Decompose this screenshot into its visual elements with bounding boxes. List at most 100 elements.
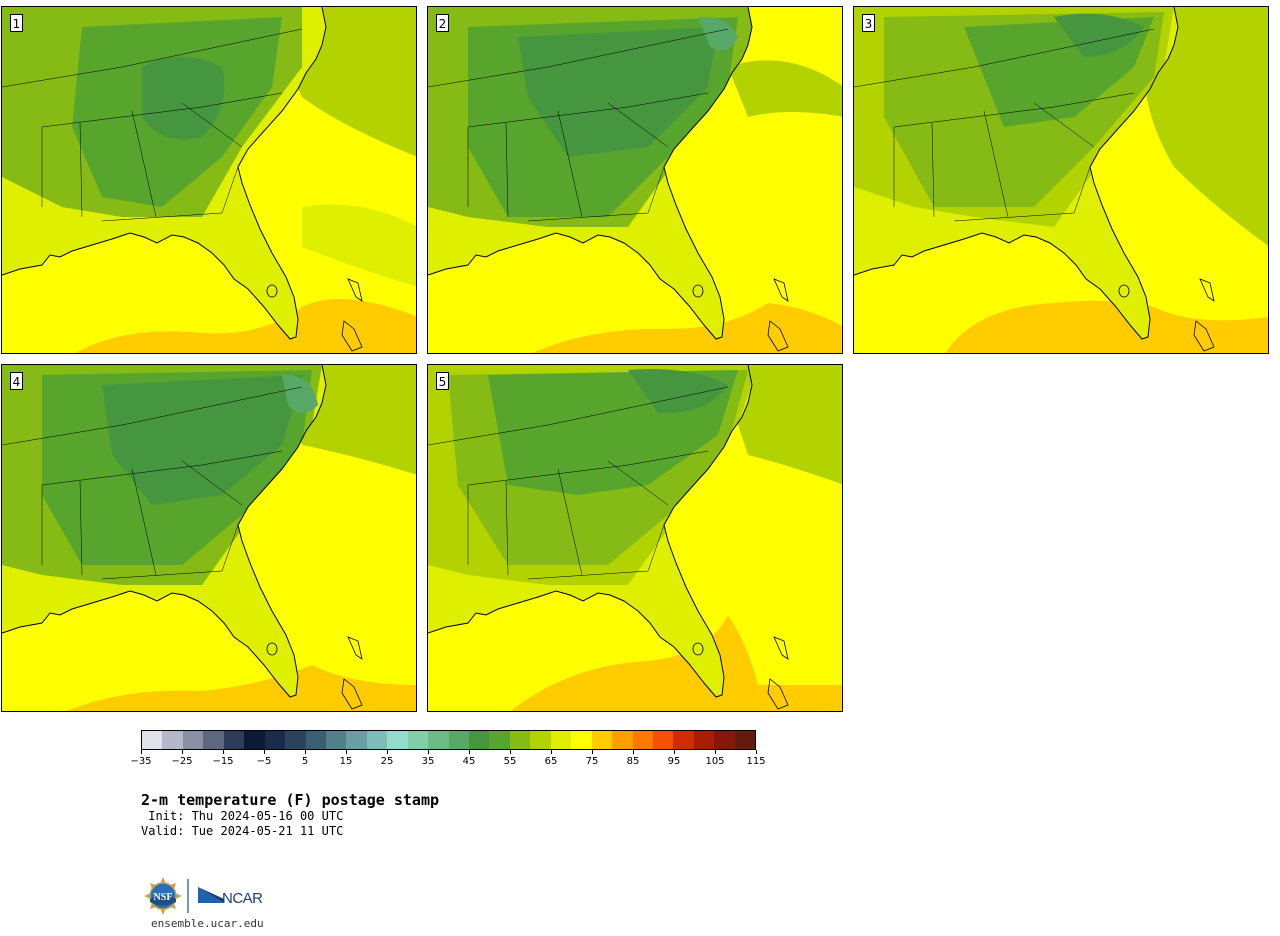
colorbar-tick (428, 750, 429, 754)
state-border (854, 28, 1155, 88)
island (1199, 278, 1215, 302)
colorbar-tick-label: 15 (339, 756, 353, 767)
land-temp-band (518, 27, 718, 157)
panel-number: 2 (436, 14, 449, 32)
colorbar-tick (387, 750, 388, 754)
temperature-map (428, 7, 842, 353)
state-border (467, 92, 709, 128)
coastline (2, 7, 327, 340)
temperature-map (854, 7, 1268, 353)
ocean-temp-band (532, 303, 842, 353)
map-panel-5: 5 (427, 364, 843, 712)
colorbar-tick (346, 750, 347, 754)
land-temperature (854, 7, 1178, 339)
panel-number: 5 (436, 372, 449, 390)
colorbar-swatch (203, 731, 224, 749)
island (347, 278, 363, 302)
colorbar-tick (674, 750, 675, 754)
colorbar-tick-label: −25 (171, 756, 193, 767)
island (767, 678, 789, 710)
state-border (505, 122, 509, 218)
ocean-temp-band (945, 300, 1268, 353)
state-border (953, 166, 1091, 222)
lake (266, 284, 278, 298)
lake (266, 642, 278, 656)
island (773, 278, 789, 302)
colorbar-tick-label: 45 (462, 756, 476, 767)
colorbar-tick (510, 750, 511, 754)
map-panel-3: 3 (853, 6, 1269, 354)
colorbar-swatch (264, 731, 286, 749)
island (341, 678, 363, 710)
colorbar-swatch (591, 731, 613, 749)
map-panel-2: 2 (427, 6, 843, 354)
colorbar-tick-label: −5 (256, 756, 272, 767)
colorbar-tick (141, 750, 142, 754)
state-border (607, 102, 669, 148)
island (341, 320, 363, 352)
colorbar-tick (305, 750, 306, 754)
panel-number: 1 (10, 14, 23, 32)
state-border (607, 460, 669, 506)
colorbar-swatch (612, 731, 633, 749)
state-border (893, 92, 1135, 128)
state-border (181, 460, 243, 506)
colorbar-swatch (407, 731, 429, 749)
land-temperature (428, 365, 752, 697)
coastline (428, 7, 753, 340)
lake (692, 642, 704, 656)
temperature-map (2, 365, 416, 711)
colorbar-swatch (632, 731, 653, 749)
ocean-temp-band (66, 665, 416, 711)
state-border (557, 468, 583, 576)
lake (1118, 284, 1130, 298)
colorbar-tick (223, 750, 224, 754)
colorbar-tick-label: 85 (626, 756, 640, 767)
colorbar-tick (592, 750, 593, 754)
colorbar-tick-label: −15 (212, 756, 234, 767)
colorbar-tick-label: 5 (301, 756, 309, 767)
temperature-map (428, 365, 842, 711)
colorbar-swatch (673, 731, 694, 749)
lake (692, 284, 704, 298)
state-border (131, 468, 157, 576)
land-temperature (428, 7, 752, 339)
colorbar (141, 730, 756, 750)
colorbar-tick (264, 750, 265, 754)
state-border (527, 166, 665, 222)
state-border (931, 122, 935, 218)
colorbar-swatch (489, 731, 510, 749)
colorbar-swatch (325, 731, 347, 749)
colorbar-tick-label: 35 (421, 756, 435, 767)
colorbar-tick-label: 25 (380, 756, 394, 767)
ncar-logo: NCAR (198, 887, 264, 907)
state-border (428, 28, 729, 88)
website-url: ensemble.ucar.edu (151, 917, 264, 930)
state-border (527, 524, 665, 580)
colorbar-tick (756, 750, 757, 754)
island (773, 636, 789, 660)
colorbar-swatch (469, 731, 490, 749)
colorbar-swatch (530, 731, 551, 749)
panel-number: 4 (10, 372, 23, 390)
colorbar-swatch (182, 731, 204, 749)
colorbar-swatch (714, 731, 735, 749)
state-border (1033, 102, 1095, 148)
panel-number: 3 (862, 14, 875, 32)
coastline (428, 365, 753, 698)
island (767, 320, 789, 352)
colorbar-tick (469, 750, 470, 754)
state-border (79, 480, 83, 576)
state-border (41, 92, 283, 128)
state-border (181, 102, 243, 148)
colorbar-tick (633, 750, 634, 754)
state-border (131, 110, 157, 218)
island (347, 636, 363, 660)
colorbar-tick (182, 750, 183, 754)
state-border (2, 28, 303, 88)
state-border (557, 110, 583, 218)
init-time: Init: Thu 2024-05-16 00 UTC (141, 809, 344, 823)
ocean-temp-band (728, 60, 842, 117)
ocean-temp-band (302, 204, 416, 287)
state-border (2, 386, 303, 446)
